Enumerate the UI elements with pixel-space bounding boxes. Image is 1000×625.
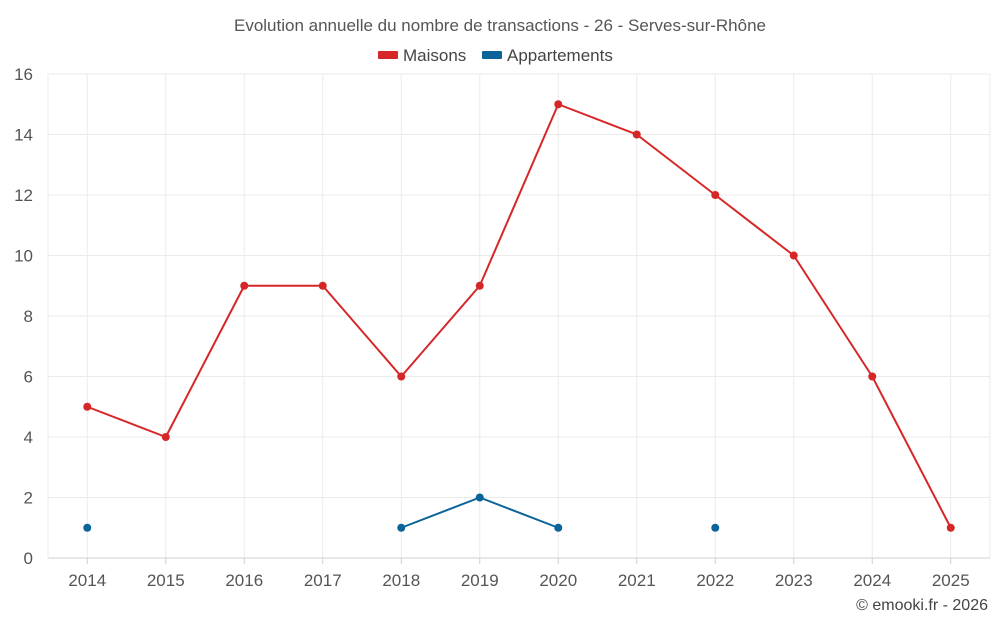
y-tick-label: 12 xyxy=(14,186,33,205)
data-point-maisons[interactable] xyxy=(161,433,170,441)
legend-item-appartements[interactable]: Appartements xyxy=(482,46,613,65)
legend-swatch-appartements xyxy=(482,51,502,59)
data-point-maisons[interactable] xyxy=(475,281,484,290)
y-tick-label: 0 xyxy=(24,549,33,568)
data-point-maisons[interactable] xyxy=(868,372,877,381)
credit-text: © emooki.fr - 2026 xyxy=(856,597,988,614)
data-point-appartements[interactable] xyxy=(83,523,92,532)
x-tick-label: 2020 xyxy=(539,571,577,590)
data-point-maisons[interactable] xyxy=(397,372,406,381)
y-tick-label: 10 xyxy=(14,247,33,266)
x-tick-label: 2015 xyxy=(147,571,185,590)
x-tick-label: 2024 xyxy=(853,571,891,590)
data-point-appartements[interactable] xyxy=(397,523,406,532)
legend-item-maisons[interactable]: Maisons xyxy=(378,46,466,65)
legend-label-maisons: Maisons xyxy=(403,46,466,65)
x-tick-label: 2017 xyxy=(304,571,342,590)
x-tick-label: 2014 xyxy=(68,571,106,590)
grid xyxy=(47,73,991,558)
legend: Maisons Appartements xyxy=(378,46,613,65)
y-tick-label: 8 xyxy=(24,307,33,326)
chart-title: Evolution annuelle du nombre de transact… xyxy=(234,16,766,35)
data-point-appartements[interactable] xyxy=(711,523,720,532)
data-point-maisons[interactable] xyxy=(711,191,720,199)
y-tick-label: 14 xyxy=(14,126,33,145)
data-point-maisons[interactable] xyxy=(946,523,955,532)
x-tick-label: 2019 xyxy=(461,571,499,590)
data-point-appartements[interactable] xyxy=(554,523,563,532)
series-maisons xyxy=(83,100,955,532)
x-axis-ticks: 2014 2015 2016 2017 2018 2019 2020 2021 2022 2023… xyxy=(68,558,970,590)
series xyxy=(83,100,955,532)
y-tick-label: 6 xyxy=(24,368,33,387)
data-point-maisons[interactable] xyxy=(318,281,327,290)
data-point-maisons[interactable] xyxy=(632,130,641,139)
y-axis-ticks: 0 2 4 6 8 10 12 14 16 xyxy=(14,65,33,568)
data-point-maisons[interactable] xyxy=(83,402,92,411)
x-tick-label: 2025 xyxy=(932,571,970,590)
series-appartements xyxy=(83,493,720,532)
data-point-appartements[interactable] xyxy=(475,493,484,502)
y-tick-label: 4 xyxy=(24,428,33,447)
y-tick-label: 16 xyxy=(14,65,33,84)
legend-swatch-maisons xyxy=(378,51,398,59)
data-point-maisons[interactable] xyxy=(789,251,798,260)
x-tick-label: 2022 xyxy=(696,571,734,590)
x-tick-label: 2016 xyxy=(225,571,263,590)
x-tick-label: 2021 xyxy=(618,571,656,590)
y-tick-label: 2 xyxy=(24,489,33,508)
data-point-maisons[interactable] xyxy=(554,100,563,109)
x-tick-label: 2023 xyxy=(775,571,813,590)
legend-label-appartements: Appartements xyxy=(507,46,613,65)
data-point-maisons[interactable] xyxy=(240,281,249,290)
x-tick-label: 2018 xyxy=(382,571,420,590)
series-line-maisons xyxy=(86,103,952,529)
